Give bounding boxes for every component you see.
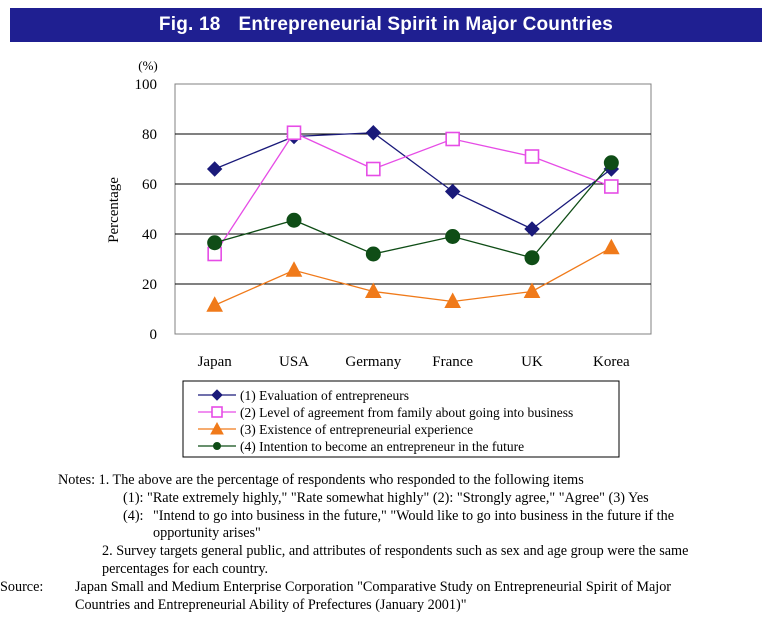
data-point [523, 282, 541, 298]
data-point [366, 161, 381, 177]
notes-item-1: 1. The above are the percentage of respo… [98, 472, 584, 488]
plot-area [174, 83, 652, 335]
y-axis-title: Percentage [106, 177, 122, 243]
figure-number: Fig. 18 [158, 14, 221, 35]
x-tick-label: Germany [345, 354, 401, 370]
figure-title-banner: Fig. 18 Entrepreneurial Spirit in Major C… [10, 8, 762, 42]
series-line [214, 131, 612, 255]
legend-label: (3) Existence of entrepreneurial experie… [240, 422, 473, 437]
series-group [206, 125, 620, 312]
series-line [214, 162, 612, 259]
legend-marker [210, 421, 224, 435]
y-tick-label: 20 [142, 277, 157, 293]
data-point [364, 282, 382, 298]
legend-label: (2) Level of agreement from family about… [240, 405, 573, 420]
notes-line-2: (1): "Rate extremely highly," "Rate some… [123, 489, 649, 506]
data-point [444, 292, 462, 308]
grid-lines [175, 133, 651, 285]
series-1 [206, 125, 620, 237]
data-point [286, 212, 302, 228]
data-point [524, 149, 540, 164]
legend-item: (2) Level of agreement from family about… [198, 405, 573, 420]
legend-item: (1) Evaluation of entrepreneurs [198, 388, 409, 403]
figure-title: Entrepreneurial Spirit in Major Countrie… [238, 14, 614, 35]
x-tick-label: France [432, 354, 473, 370]
series-4 [207, 155, 619, 266]
y-tick-label: 80 [142, 127, 157, 143]
data-point [444, 183, 461, 200]
data-point [286, 125, 302, 141]
legend-marker [211, 389, 223, 401]
notes-line-3-label: (4): [123, 507, 144, 524]
legend-marker [213, 442, 221, 450]
series-line [214, 132, 612, 230]
source-row: Source: Japan Small and Medium Enterpris… [0, 579, 758, 615]
legend-label: (1) Evaluation of entrepreneurs [240, 388, 409, 403]
data-point [445, 229, 461, 244]
data-point [445, 131, 460, 147]
data-point [365, 246, 381, 262]
x-axis-ticks: Japan USA Germany France UK Korea [198, 354, 630, 370]
series-line [214, 247, 612, 306]
legend-label: (4) Intention to become an entrepreneur … [240, 439, 524, 454]
data-point [524, 221, 540, 237]
x-tick-label: UK [521, 354, 543, 370]
legend: (1) Evaluation of entrepreneurs (2) Level… [198, 388, 573, 454]
data-point [603, 155, 619, 171]
y-tick-label: 40 [142, 227, 157, 243]
x-tick-label: Japan [198, 354, 233, 370]
legend-item: (3) Existence of entrepreneurial experie… [198, 421, 473, 437]
x-tick-label: USA [279, 354, 309, 370]
data-point [604, 179, 619, 194]
legend-item: (4) Intention to become an entrepreneur … [198, 439, 524, 454]
y-tick-label: 60 [142, 177, 157, 193]
notes-line-1: Notes: 1. The above are the percentage o… [58, 472, 758, 490]
legend-box [182, 380, 620, 458]
data-point [602, 238, 620, 255]
data-point [524, 250, 540, 266]
y-unit-label: (%) [138, 58, 158, 73]
y-axis-ticks: 0 20 40 60 80 100 [135, 77, 158, 343]
x-tick-label: Korea [593, 354, 630, 370]
data-point [365, 125, 382, 141]
notes-item-2: 2. Survey targets general public, and at… [102, 543, 689, 577]
notes-label: Notes: [58, 472, 96, 488]
legend-marker [211, 406, 223, 418]
series-2 [207, 125, 619, 262]
notes-line-3-text: "Intend to go into business in the futur… [153, 507, 675, 542]
notes-line-3: (4): "Intend to go into business in the … [58, 508, 758, 544]
data-point [206, 296, 224, 312]
y-tick-label: 0 [150, 327, 158, 343]
source-text: Japan Small and Medium Enterprise Corpor… [75, 578, 672, 613]
data-point [206, 161, 223, 177]
data-point [285, 261, 303, 277]
y-tick-label: 100 [135, 77, 158, 93]
series-3 [206, 238, 620, 312]
data-point [207, 235, 223, 251]
notes-block: Notes: 1. The above are the percentage o… [0, 472, 758, 615]
line-chart: (%) Percentage 0 20 40 60 80 100 Japan USA Germ… [106, 58, 652, 458]
source-label: Source: [0, 578, 44, 595]
